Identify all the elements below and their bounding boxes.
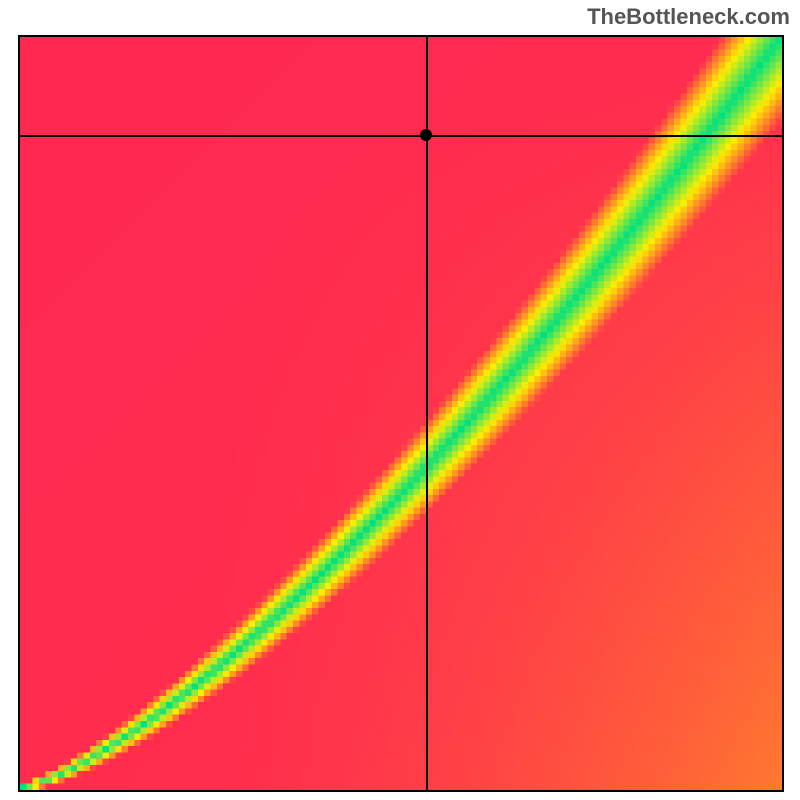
watermark-text: TheBottleneck.com: [587, 4, 790, 30]
chart-container: TheBottleneck.com: [0, 0, 800, 800]
heatmap-plot: [18, 35, 784, 792]
heatmap-canvas: [20, 37, 782, 790]
